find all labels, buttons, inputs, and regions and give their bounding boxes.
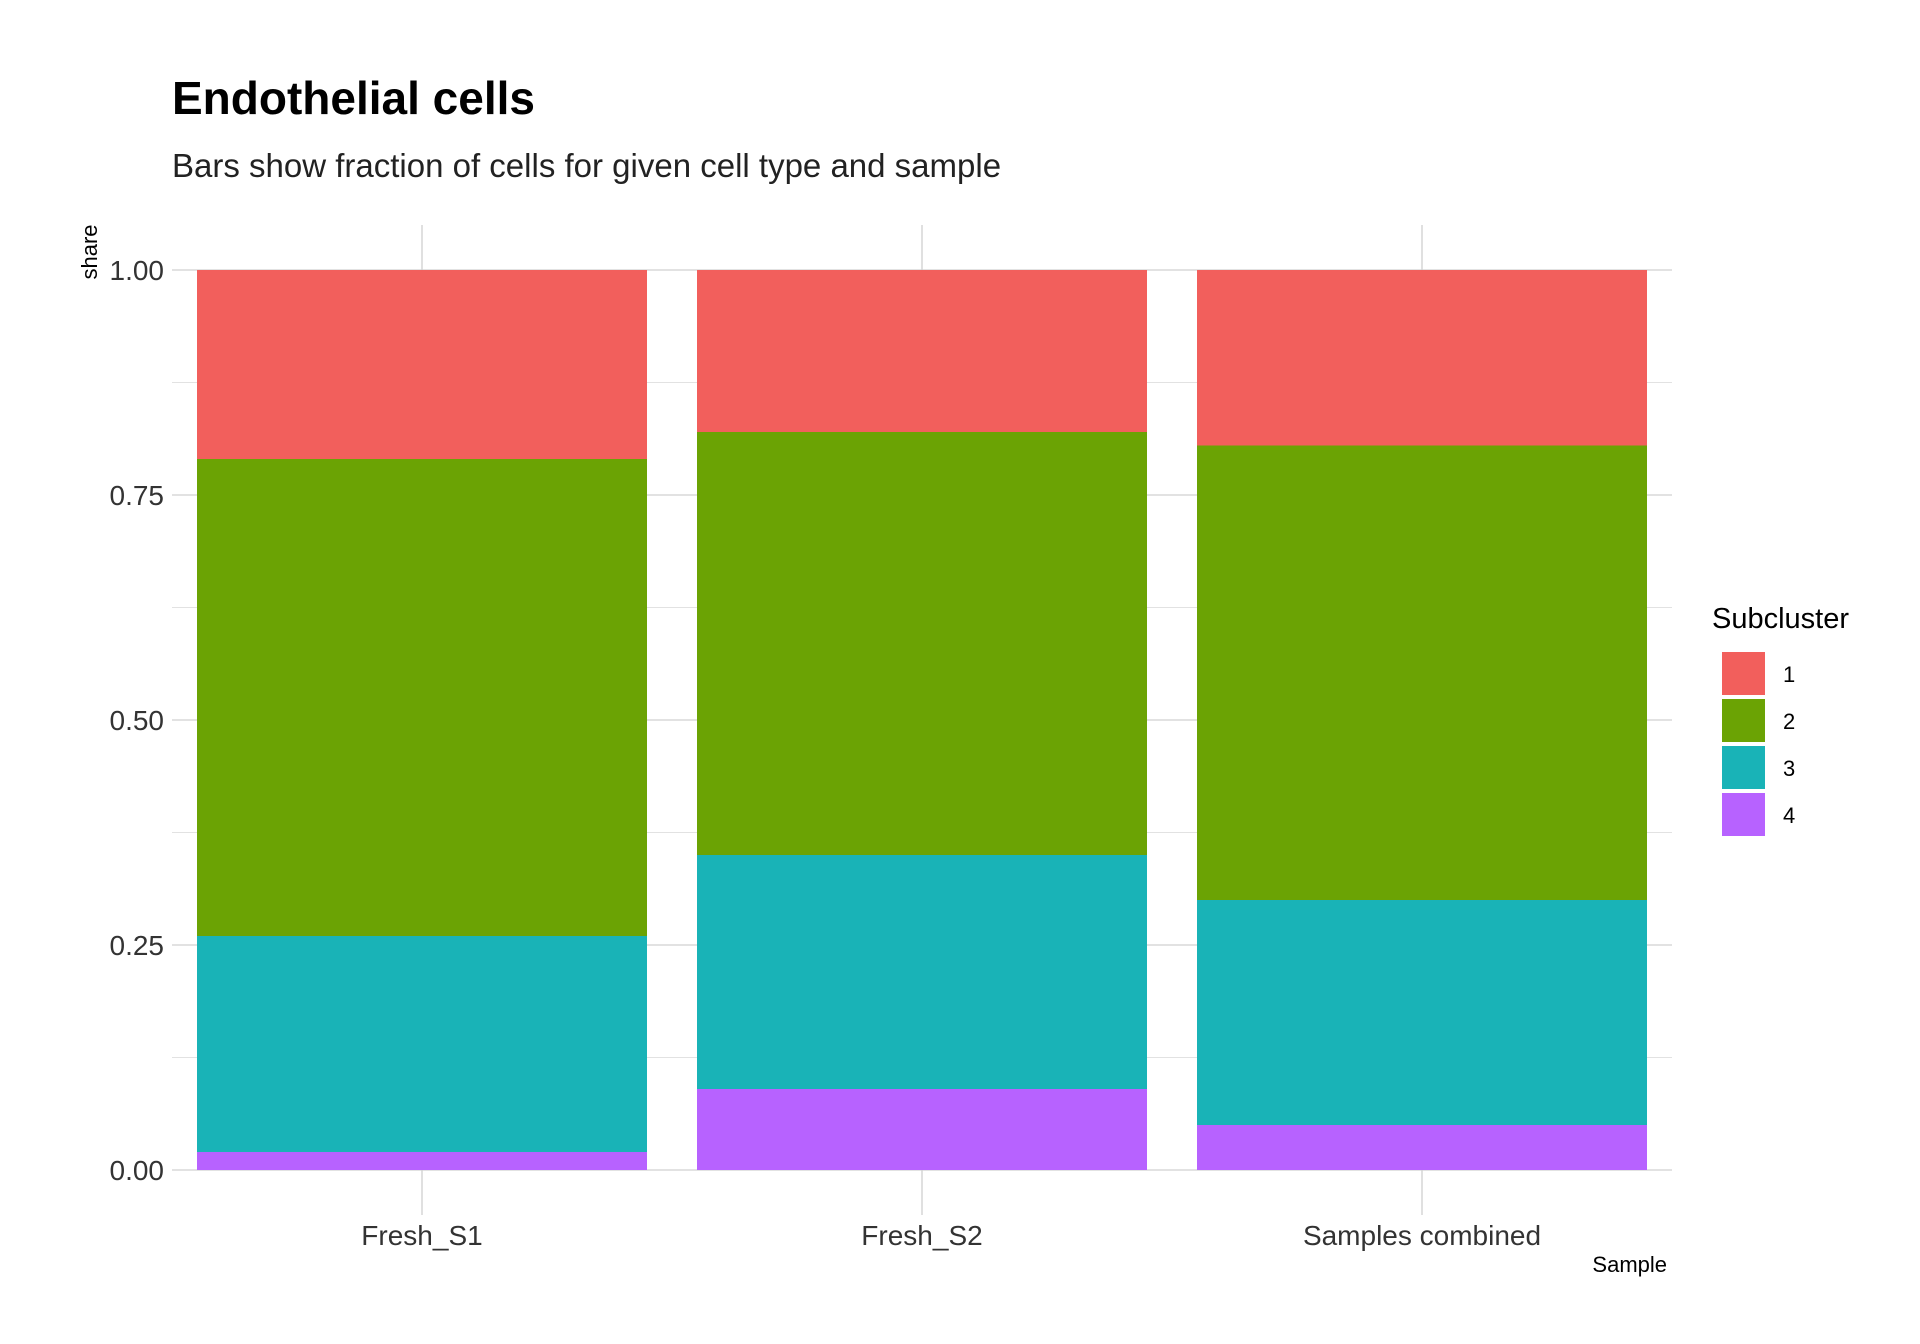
legend-swatch-2 (1722, 699, 1765, 742)
y-tick-label: 0.75 (110, 480, 165, 511)
x-tick-label: Samples combined (1303, 1220, 1541, 1251)
y-tick-label: 0.25 (110, 930, 165, 961)
bar-segment-subcluster-1 (1197, 270, 1647, 446)
bar-segment-subcluster-2 (697, 432, 1147, 855)
bar-segment-subcluster-3 (697, 855, 1147, 1089)
x-axis-title: Sample (1592, 1252, 1667, 1277)
legend: Subcluster 1 2 3 4 (1712, 603, 1849, 836)
legend-label-4: 4 (1783, 803, 1795, 828)
chart-title: Endothelial cells (172, 72, 535, 124)
legend-swatch-3 (1722, 746, 1765, 789)
legend-swatch-4 (1722, 793, 1765, 836)
x-axis-ticks: Fresh_S1 Fresh_S2 Samples combined (361, 1220, 1541, 1251)
bars (197, 270, 1647, 1170)
y-axis-ticks: 0.00 0.25 0.50 0.75 1.00 (110, 255, 165, 1186)
legend-label-2: 2 (1783, 709, 1795, 734)
bar-segment-subcluster-4 (197, 1152, 647, 1170)
legend-swatch-1 (1722, 652, 1765, 695)
y-tick-label: 0.50 (110, 705, 165, 736)
bar-segment-subcluster-3 (1197, 900, 1647, 1125)
y-axis-title: share (77, 224, 102, 279)
y-tick-label: 0.00 (110, 1155, 165, 1186)
chart-subtitle: Bars show fraction of cells for given ce… (172, 147, 1001, 184)
bar-segment-subcluster-2 (1197, 445, 1647, 900)
bar-segment-subcluster-4 (697, 1089, 1147, 1170)
bar-segment-subcluster-2 (197, 459, 647, 936)
bar-segment-subcluster-1 (697, 270, 1147, 432)
legend-label-3: 3 (1783, 756, 1795, 781)
x-tick-label: Fresh_S2 (861, 1220, 982, 1251)
legend-items: 1 2 3 4 (1722, 652, 1795, 836)
y-tick-label: 1.00 (110, 255, 165, 286)
bar-segment-subcluster-4 (1197, 1125, 1647, 1170)
bar-segment-subcluster-1 (197, 270, 647, 459)
bar-segment-subcluster-3 (197, 936, 647, 1152)
x-tick-label: Fresh_S1 (361, 1220, 482, 1251)
legend-label-1: 1 (1783, 662, 1795, 687)
legend-title: Subcluster (1712, 603, 1849, 635)
